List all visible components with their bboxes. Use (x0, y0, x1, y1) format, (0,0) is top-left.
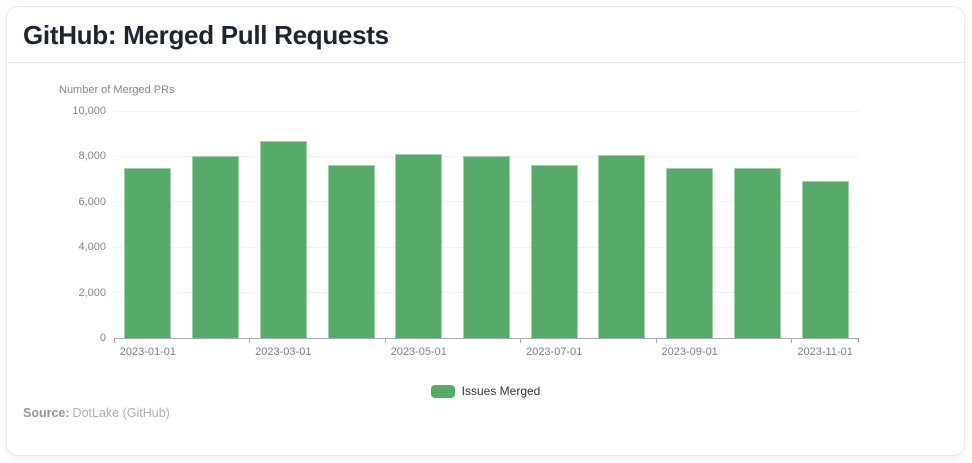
bar[interactable] (530, 165, 578, 338)
x-axis-label: 2023-07-01 (526, 346, 583, 358)
source-label: Source: (23, 406, 70, 420)
x-axis-label: 2023-11-01 (797, 346, 853, 358)
x-axis-label: 2023-05-01 (390, 346, 447, 358)
x-axis-label: 2023-09-01 (661, 346, 718, 358)
page-title: GitHub: Merged Pull Requests (23, 20, 389, 50)
legend-label[interactable]: Issues Merged (461, 384, 541, 398)
chart-card: GitHub: Merged Pull Requests Number of M… (6, 6, 965, 456)
bar[interactable] (801, 180, 849, 338)
x-axis-tick (384, 338, 386, 343)
y-axis-tick-label: 2,000 (78, 286, 106, 299)
bar[interactable] (733, 167, 781, 338)
bar[interactable] (598, 155, 646, 338)
bar[interactable] (463, 156, 510, 338)
legend-swatch[interactable] (430, 384, 455, 398)
bar[interactable] (395, 154, 443, 338)
card-header: GitHub: Merged Pull Requests (7, 7, 964, 63)
x-axis-label: 2023-01-01 (119, 346, 177, 358)
x-axis-tick (655, 338, 657, 343)
legend: Issues Merged (7, 384, 964, 398)
y-axis-tick-label: 4,000 (78, 241, 106, 254)
y-axis-title: Number of Merged PRs (59, 84, 175, 96)
bar-chart: 0 2,000 4,000 6,000 8,000 10,000 2023-01-01 202… (72, 105, 859, 358)
bar[interactable] (666, 167, 714, 338)
y-axis-tick-label: 10,000 (72, 105, 106, 117)
x-axis-tick (520, 338, 522, 343)
y-axis-tick-label: 6,000 (78, 195, 106, 208)
bar[interactable] (192, 156, 240, 338)
bar[interactable] (124, 167, 172, 338)
x-axis-tick (249, 338, 251, 343)
x-axis-label: 2023-03-01 (255, 346, 312, 358)
y-axis-tick-label: 8,000 (78, 150, 106, 163)
x-axis-line (114, 338, 859, 339)
x-axis-tick (858, 338, 859, 343)
x-axis-tick (114, 338, 115, 343)
y-axis-tick-label: 0 (99, 332, 106, 344)
bar[interactable] (259, 140, 307, 338)
source-note: Source: DotLake (GitHub) (23, 406, 170, 420)
gridline (114, 110, 859, 112)
bar[interactable] (327, 165, 375, 338)
source-text: DotLake (GitHub) (72, 406, 170, 420)
x-axis-tick (791, 338, 793, 343)
